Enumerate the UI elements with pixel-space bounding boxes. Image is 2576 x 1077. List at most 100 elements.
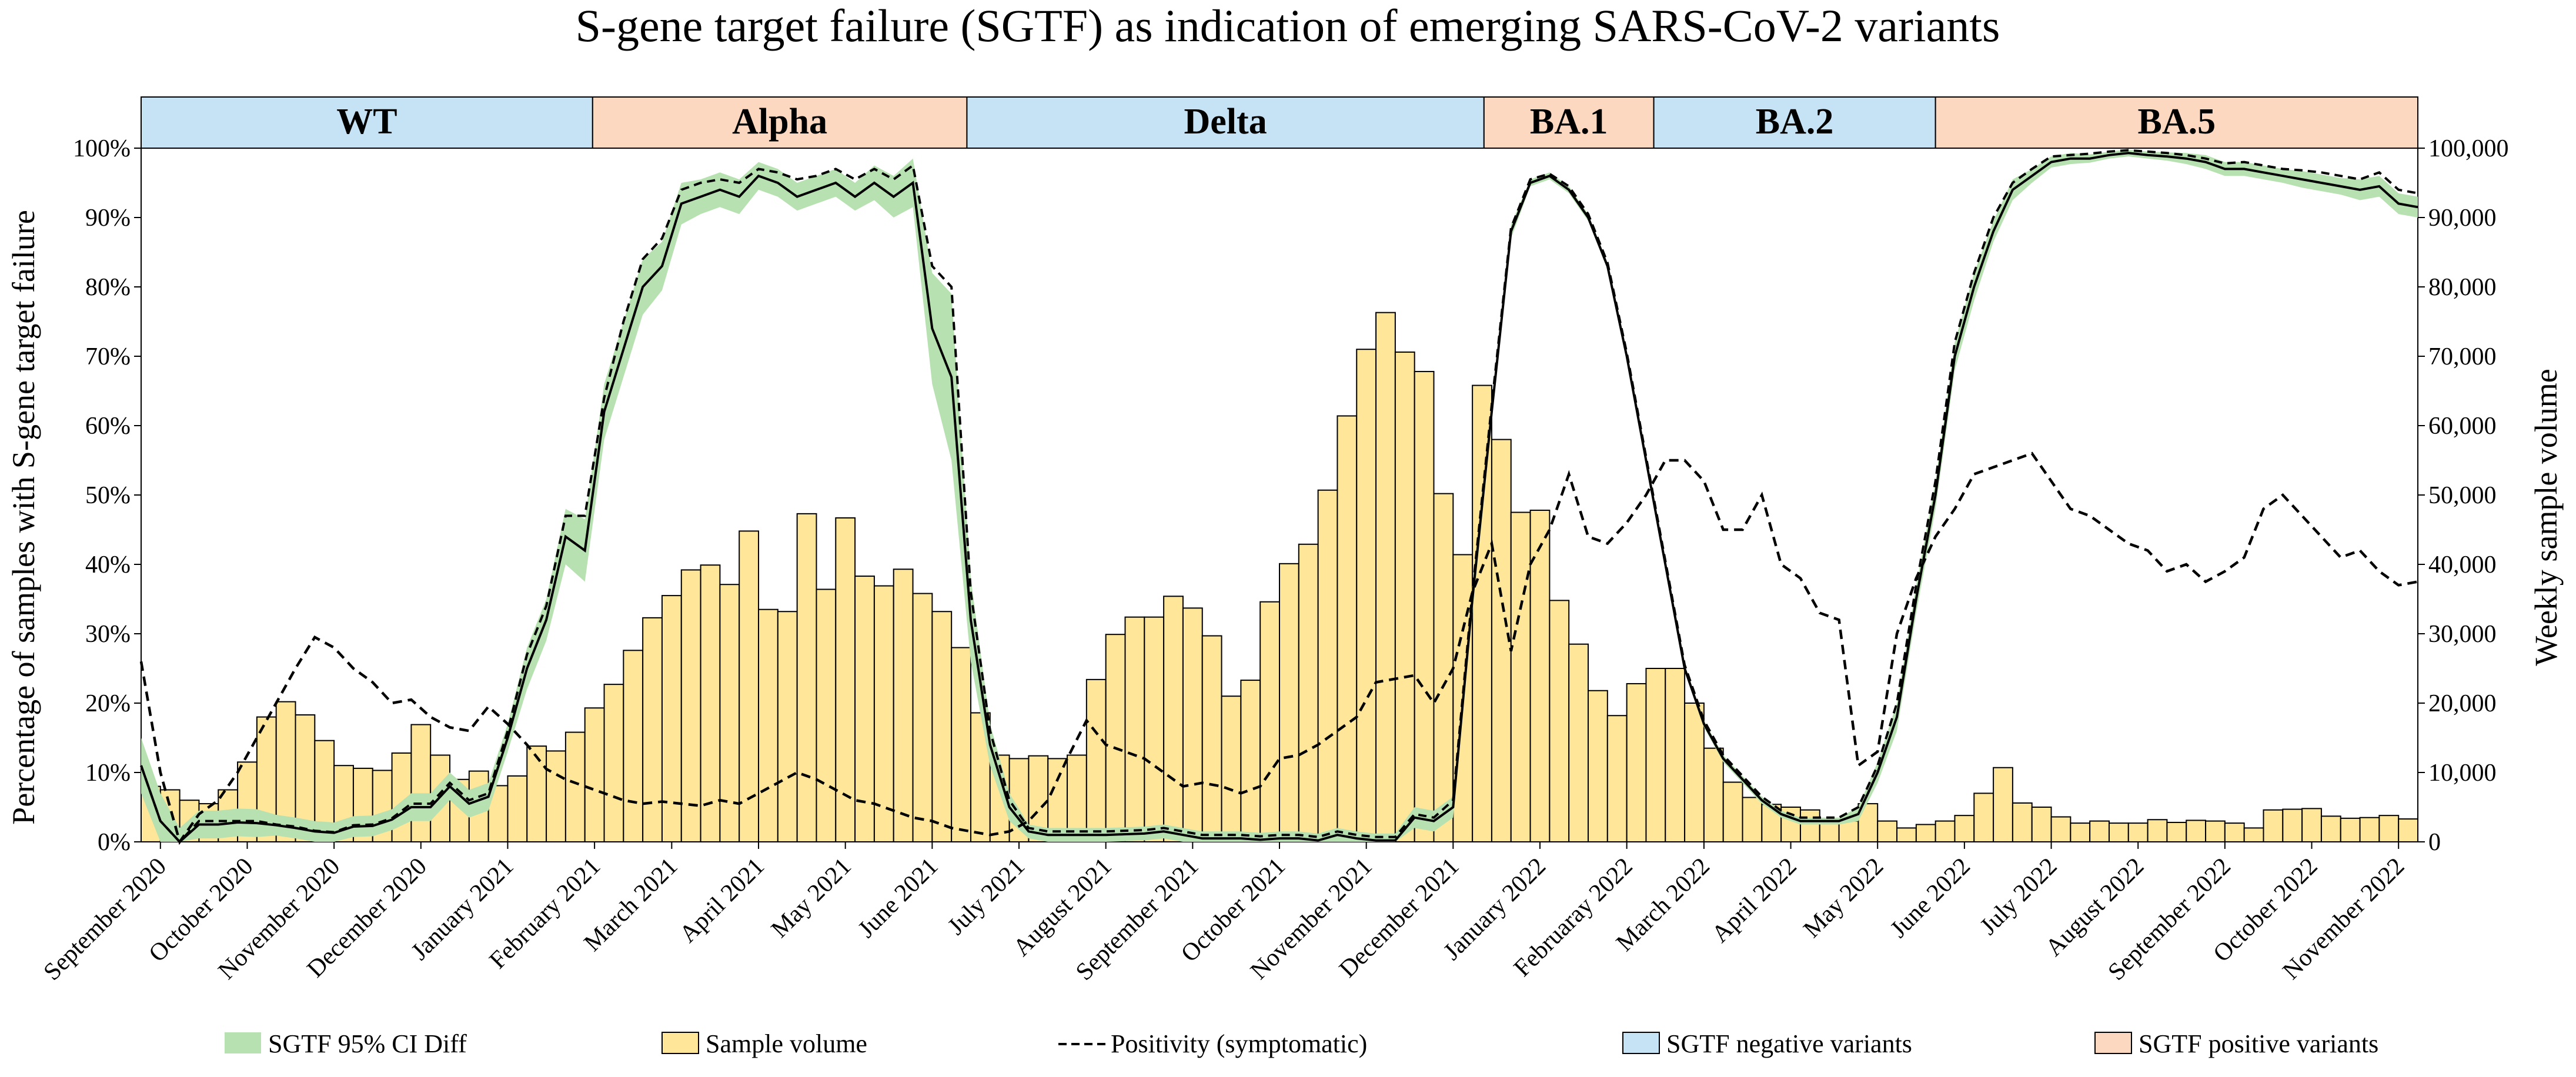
sample-volume-bar — [796, 513, 817, 842]
sample-volume-bar — [2031, 807, 2052, 842]
variant-band — [966, 96, 1485, 149]
sample-volume-bar — [1317, 489, 1338, 842]
sample-volume-bar — [873, 585, 894, 843]
sample-volume-bar — [854, 576, 875, 842]
sgtf-ci-band — [141, 149, 2418, 842]
legend-swatch — [225, 1032, 261, 1053]
sample-volume-bar — [1915, 824, 1936, 842]
variant-bands: WT Alpha Delta BA.1 BA.2 BA.5 — [141, 96, 2419, 149]
sample-volume-bar — [1433, 493, 1454, 842]
legend-swatch — [661, 1032, 699, 1054]
sample-volume-bar — [507, 775, 528, 843]
sample-volume-bar — [1279, 563, 1299, 842]
sample-volume-bar — [2070, 822, 2091, 843]
variant-band — [141, 96, 593, 149]
sample-volume-bar — [1221, 695, 1242, 842]
legend-label: SGTF 95% CI Diff — [268, 1029, 467, 1058]
sample-volume-bar — [2282, 808, 2303, 843]
sgtf-line — [140, 152, 2418, 844]
sample-volume-bar — [1549, 600, 1570, 842]
x-tick-label: May 2022 — [1798, 853, 1889, 944]
sample-volume-bar — [546, 750, 566, 843]
sample-volume-bar — [2205, 820, 2226, 842]
y-left-tick-label: 60% — [85, 413, 131, 440]
y-left-tick-label: 50% — [85, 482, 131, 509]
sample-volume-bar — [410, 724, 432, 842]
variant-band-label: BA.2 — [1756, 102, 1834, 142]
sample-volume-bar — [816, 588, 837, 842]
x-tick-label: May 2021 — [766, 853, 857, 944]
sample-volume-bar — [1375, 312, 1396, 842]
sample-volume-bar — [2378, 815, 2400, 843]
sample-volume-bar — [700, 564, 721, 842]
sample-volume-bar — [564, 731, 586, 843]
sample-volume-bar — [1201, 635, 1222, 843]
y-right-tick-label: 10,000 — [2428, 760, 2497, 787]
sample-volume-bar — [2263, 809, 2284, 842]
y-left-tick-label: 30% — [85, 621, 131, 648]
legend-label: SGTF positive variants — [2139, 1029, 2378, 1058]
sample-volume-bar — [1491, 439, 1512, 842]
sample-volume-bar — [623, 650, 644, 842]
y-left-tick-label: 0% — [98, 829, 131, 856]
sample-volume-bar — [680, 569, 701, 842]
sample-volume-bar — [835, 517, 856, 842]
sample-volume-bar — [1124, 616, 1145, 843]
y-axis-left-title: Percentage of samples with S-gene target… — [6, 210, 41, 825]
y-right-tick-label: 60,000 — [2428, 413, 2497, 440]
y-left-tick-label: 100% — [73, 135, 131, 162]
sample-volume-bar — [2050, 816, 2072, 843]
x-tick-label: July 2022 — [1975, 853, 2063, 941]
sample-volume-bar — [1588, 690, 1608, 842]
x-tick-label: April 2022 — [1707, 853, 1802, 948]
variant-band — [1653, 96, 1936, 149]
sample-volume-bar — [2243, 827, 2264, 843]
legend-label: Positivity (symptomatic) — [1111, 1029, 1367, 1058]
y-right-tick-label: 100,000 — [2428, 135, 2509, 162]
x-tick-label: June 2022 — [1885, 853, 1976, 944]
sample-volume-bar — [1645, 668, 1666, 842]
sample-volume-bar — [661, 595, 682, 842]
y-left-tick-label: 90% — [85, 205, 131, 232]
y-right-tick-label: 70,000 — [2428, 343, 2497, 370]
x-tick-label: April 2021 — [674, 853, 770, 948]
sample-volume-bar — [931, 611, 953, 842]
sample-volume-bar — [1337, 415, 1358, 842]
y-left-tick-label: 70% — [85, 343, 131, 370]
sample-volume-bar — [1298, 543, 1319, 843]
sample-volume-bar — [1722, 781, 1743, 843]
sample-volume-bar — [2186, 820, 2207, 843]
variant-band — [1934, 96, 2419, 149]
y-right-tick-label: 0 — [2428, 829, 2441, 856]
sample-volume-bars — [141, 312, 2419, 843]
y-right-tick-label: 40,000 — [2428, 551, 2497, 578]
sgtf-lines — [139, 149, 2418, 845]
y-left-tick-label: 40% — [85, 551, 131, 578]
legend: SGTF 95% CI Diff Sample volume Positivity … — [225, 1029, 2378, 1058]
sample-volume-bar — [951, 647, 971, 842]
variant-band-label: Alpha — [732, 102, 827, 142]
sample-volume-bar — [1954, 815, 1975, 843]
sample-volume-bar — [1934, 820, 1956, 842]
variant-band — [1483, 96, 1655, 149]
y-right-tick-label: 90,000 — [2428, 205, 2497, 232]
sample-volume-bar — [1105, 634, 1126, 843]
variant-band-label: Delta — [1184, 102, 1267, 142]
sample-volume-bar — [1529, 509, 1551, 842]
sample-volume-bar — [2089, 820, 2110, 842]
sample-volume-bar — [1568, 643, 1589, 842]
sample-volume-bar — [893, 568, 914, 842]
sample-volume-bar — [739, 530, 760, 842]
x-tick-label: June 2021 — [853, 853, 944, 944]
sample-volume-bar — [1877, 820, 1898, 842]
legend-label: Sample volume — [706, 1029, 867, 1058]
legend-swatch — [2094, 1032, 2132, 1054]
x-tick-label: July 2021 — [943, 853, 1030, 941]
sample-volume-bar — [2166, 821, 2187, 842]
sample-volume-bar — [1626, 683, 1647, 842]
sample-volume-bar — [758, 608, 779, 842]
sample-volume-bar — [1163, 596, 1184, 843]
y-right-tick-label: 80,000 — [2428, 274, 2497, 301]
